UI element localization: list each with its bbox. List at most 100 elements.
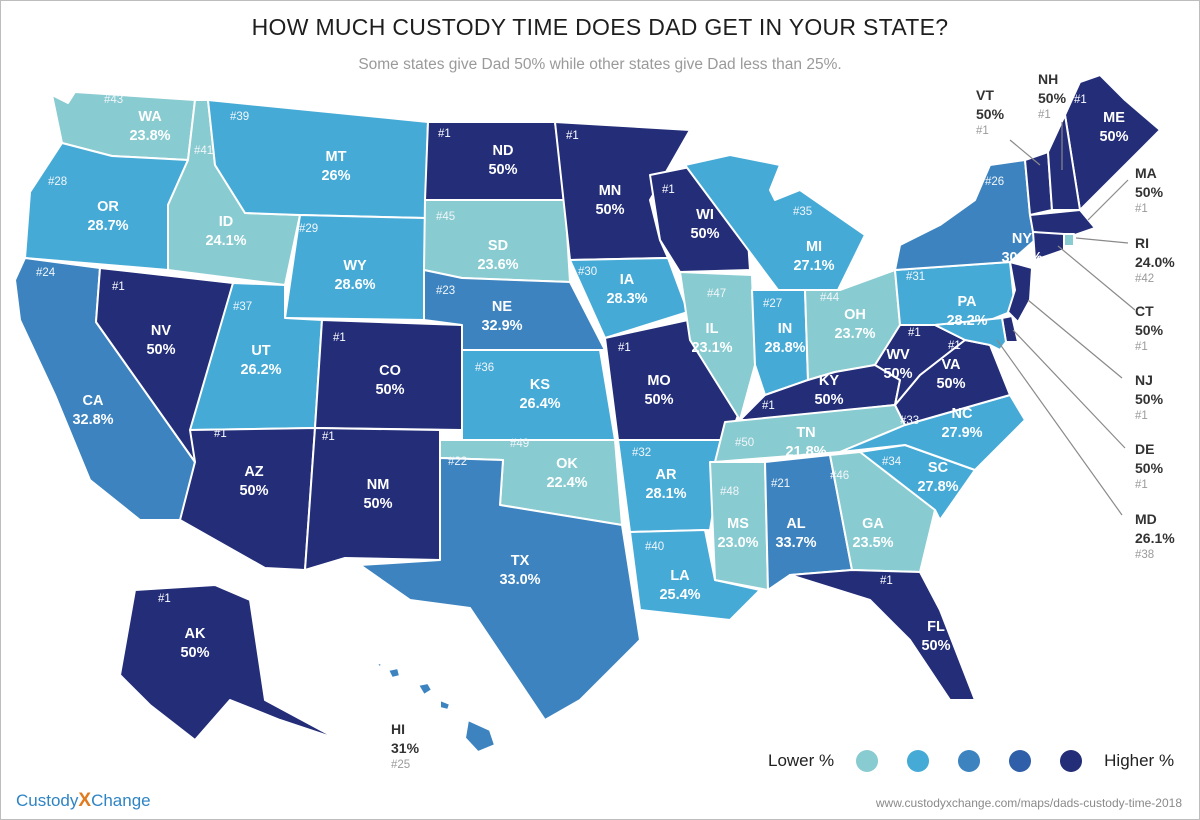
- state-ME: [1064, 74, 1161, 211]
- source-url[interactable]: www.custodyxchange.com/maps/dads-custody…: [875, 796, 1182, 810]
- state-label-pa: PA 28.2%: [946, 293, 987, 331]
- label-pct: 22.4%: [546, 475, 588, 491]
- label-abbr: WA: [138, 109, 162, 125]
- rank-il: #47: [707, 288, 727, 300]
- callout-abbr: VT: [976, 87, 994, 103]
- state-label-tx: TX 33.0%: [499, 552, 540, 590]
- rank-oh: #44: [820, 292, 840, 304]
- callout-vt: VT 50% #1: [976, 86, 1004, 138]
- callout-rank: #1: [1135, 203, 1148, 215]
- rank-pa: #31: [906, 271, 926, 283]
- label-abbr: MT: [325, 149, 347, 165]
- state-label-nc: NC 27.9%: [941, 405, 982, 443]
- rank-ms: #48: [720, 486, 740, 498]
- label-pct: 28.2%: [946, 313, 988, 329]
- label-pct: 23.1%: [691, 340, 733, 356]
- rank-sd: #45: [436, 211, 456, 223]
- state-CT: [1032, 231, 1065, 261]
- callout-pct: 50%: [1135, 322, 1164, 338]
- rank-mo: #1: [618, 342, 631, 354]
- label-abbr: IL: [705, 321, 719, 337]
- callout-pct: 50%: [1135, 184, 1164, 200]
- legend: Lower % Higher %: [768, 748, 1174, 774]
- callout-pct: 24.0%: [1135, 254, 1175, 270]
- state-label-wa: WA 23.8%: [129, 108, 170, 146]
- label-abbr: GA: [862, 516, 884, 532]
- state-MA: [1029, 209, 1096, 237]
- state-label-me: ME 50%: [1099, 109, 1128, 147]
- label-abbr: KY: [818, 373, 840, 389]
- callout-ma: MA 50% #1: [1135, 164, 1163, 216]
- state-label-ok: OK 22.4%: [546, 455, 587, 493]
- label-pct: 50%: [239, 483, 269, 499]
- label-abbr: MO: [647, 373, 671, 389]
- label-abbr: OH: [844, 307, 866, 323]
- state-label-nv: NV 50%: [146, 322, 175, 360]
- label-pct: 28.3%: [606, 291, 648, 307]
- leader-ri: [1075, 237, 1129, 244]
- brand-logo[interactable]: CustodyXChange: [16, 790, 151, 812]
- state-IL: [679, 271, 756, 421]
- state-label-wi: WI 50%: [690, 206, 719, 244]
- state-label-az: AZ 50%: [239, 463, 268, 501]
- label-abbr: ND: [492, 143, 514, 159]
- state-AK: [119, 584, 356, 746]
- label-pct: 50%: [1099, 129, 1129, 145]
- label-pct: 50%: [814, 392, 844, 408]
- label-abbr: TN: [796, 425, 816, 441]
- state-RI: [1063, 233, 1075, 247]
- state-label-wv: WV 50%: [883, 346, 912, 384]
- leader-ma: [1087, 179, 1129, 221]
- rank-id: #41: [194, 145, 214, 157]
- callout-nj: NJ 50% #1: [1135, 371, 1163, 423]
- legend-high-label: Higher %: [1104, 751, 1175, 770]
- label-pct: 33.0%: [499, 572, 541, 588]
- state-MD: [934, 317, 1007, 351]
- callout-rank: #25: [391, 759, 411, 771]
- state-label-ar: AR 28.1%: [645, 466, 686, 504]
- rank-ny: #26: [985, 176, 1005, 188]
- label-pct: 50%: [488, 162, 518, 178]
- state-NJ: [1007, 261, 1033, 323]
- callout-ct: CT 50% #1: [1135, 302, 1163, 354]
- callout-rank: #1: [1038, 109, 1051, 121]
- callout-abbr: RI: [1135, 235, 1149, 251]
- rank-nd: #1: [438, 128, 451, 140]
- state-label-sd: SD 23.6%: [477, 237, 518, 275]
- rank-nc: #33: [900, 415, 920, 427]
- rank-ak: #1: [158, 593, 171, 605]
- legend-swatch-2: [907, 750, 930, 772]
- label-pct: 27.1%: [793, 258, 835, 274]
- rank-ga: #46: [830, 470, 850, 482]
- label-pct: 32.9%: [481, 318, 523, 334]
- label-abbr: KS: [529, 377, 551, 393]
- label-pct: 26.4%: [519, 396, 561, 412]
- callout-abbr: CT: [1135, 303, 1154, 319]
- state-label-ga: GA 23.5%: [852, 515, 893, 553]
- rank-fl: #1: [880, 575, 893, 587]
- state-label-ak: AK 50%: [180, 625, 209, 663]
- label-abbr: NY: [1011, 231, 1033, 247]
- state-label-ks: KS 26.4%: [519, 376, 560, 414]
- rank-tx: #22: [448, 456, 468, 468]
- leader-de: [1012, 329, 1126, 449]
- label-abbr: NM: [366, 477, 390, 493]
- legend-swatch-1: [856, 750, 879, 772]
- rank-sc: #34: [882, 456, 902, 468]
- logo-part-b: Change: [91, 791, 151, 810]
- label-abbr: MI: [805, 239, 823, 255]
- label-pct: 28.8%: [764, 340, 806, 356]
- label-pct: 50%: [146, 342, 176, 358]
- rank-ok: #49: [510, 438, 530, 450]
- label-abbr: SD: [487, 238, 509, 254]
- state-label-ms: MS 23.0%: [717, 515, 758, 553]
- label-pct: 21.8%: [785, 444, 827, 460]
- rank-me: #1: [1074, 94, 1087, 106]
- state-label-sc: SC 27.8%: [917, 459, 958, 497]
- label-abbr: OR: [97, 199, 119, 215]
- label-abbr: AR: [655, 467, 677, 483]
- label-pct: 26.2%: [240, 362, 282, 378]
- label-pct: 23.8%: [129, 128, 171, 144]
- rank-tn: #50: [735, 437, 755, 449]
- label-abbr: AK: [184, 626, 206, 642]
